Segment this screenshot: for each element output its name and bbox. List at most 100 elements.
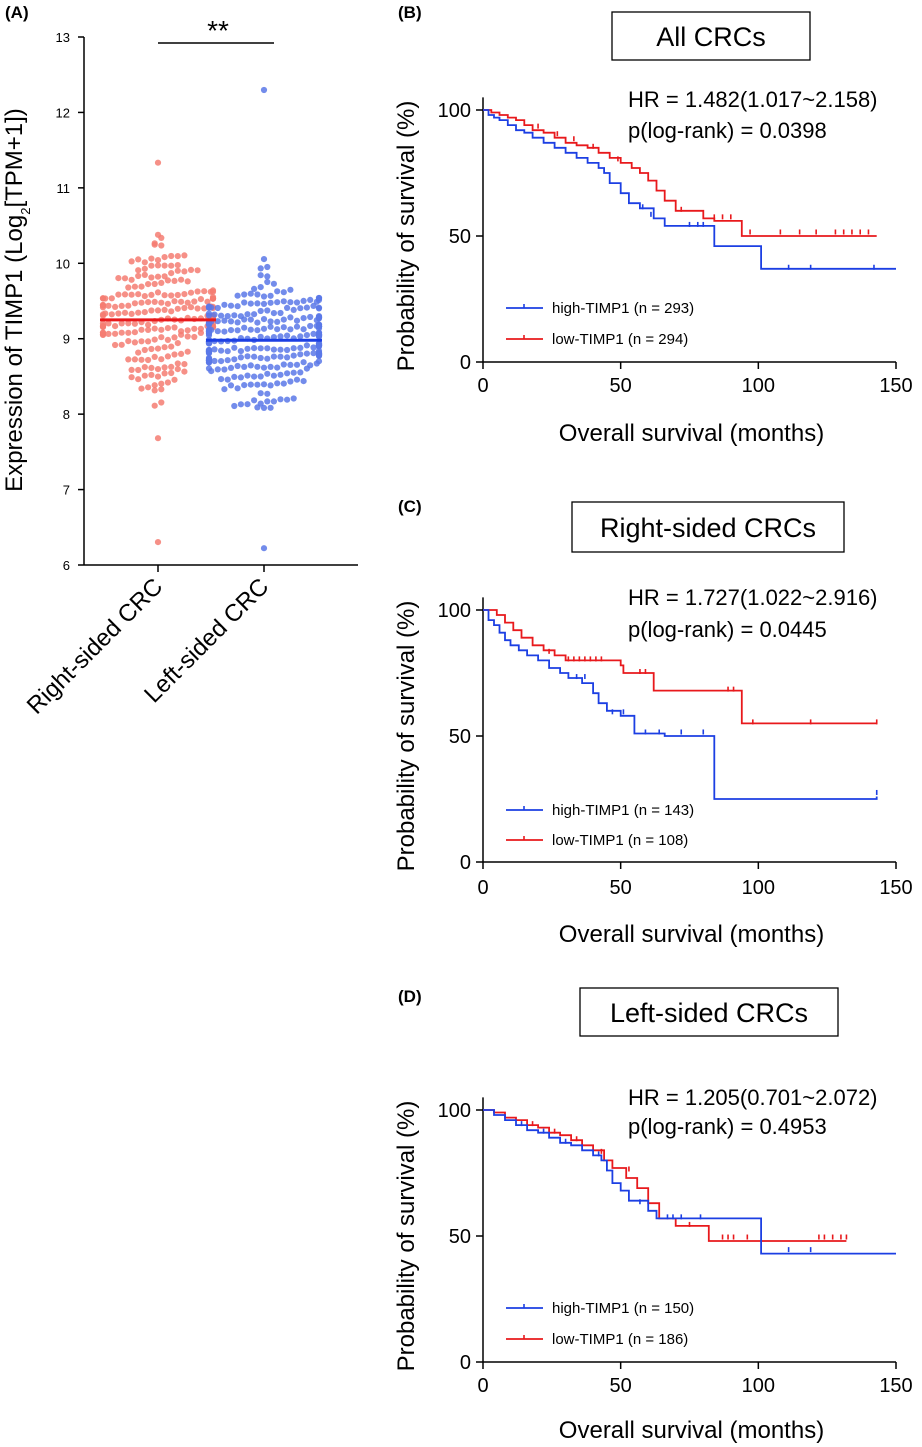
data-point <box>293 299 301 306</box>
data-point <box>158 279 165 286</box>
data-point <box>234 292 241 299</box>
data-point <box>218 347 225 354</box>
data-point <box>300 315 307 322</box>
data-point <box>131 300 138 307</box>
low-timp1-curve <box>483 109 877 237</box>
data-point <box>112 341 119 349</box>
data-point <box>168 308 175 315</box>
data-point <box>241 324 248 331</box>
x-tick-label: 150 <box>879 1375 912 1397</box>
data-point <box>224 313 231 320</box>
data-point <box>260 316 268 323</box>
data-point <box>260 364 268 371</box>
data-point <box>191 298 198 305</box>
data-point <box>237 348 244 355</box>
data-point <box>277 371 284 378</box>
data-point <box>125 356 132 363</box>
data-point <box>260 293 268 300</box>
data-point <box>267 404 274 411</box>
y-tick-label: 6 <box>63 558 70 573</box>
data-point <box>171 277 178 284</box>
title-box <box>611 11 811 61</box>
data-point <box>257 373 264 380</box>
data-point <box>244 353 251 360</box>
data-point <box>158 299 165 306</box>
data-point <box>135 272 142 280</box>
data-point <box>145 338 152 345</box>
data-point <box>184 299 191 306</box>
data-point <box>131 320 138 327</box>
data-point <box>135 309 142 316</box>
data-point <box>257 390 264 397</box>
data-point <box>218 358 225 365</box>
data-point <box>131 356 138 363</box>
data-point <box>221 301 228 308</box>
data-point <box>194 267 201 274</box>
data-point <box>237 313 244 320</box>
data-point <box>131 283 138 290</box>
data-point <box>148 371 155 378</box>
data-point <box>125 338 132 345</box>
data-point <box>158 356 165 363</box>
data-point <box>187 289 195 296</box>
data-point <box>135 376 142 383</box>
data-point <box>205 348 213 355</box>
data-point <box>231 344 238 351</box>
data-point <box>154 373 162 380</box>
data-point <box>247 326 254 333</box>
data-point <box>307 296 314 303</box>
data-point <box>168 262 175 269</box>
x-axis-label: Overall survival (months) <box>559 921 824 948</box>
data-point <box>224 376 231 383</box>
data-point <box>307 313 314 321</box>
data-point <box>148 307 155 314</box>
data-point <box>184 278 191 285</box>
data-point <box>161 306 168 313</box>
data-point <box>174 366 181 373</box>
data-point <box>224 348 231 355</box>
data-point <box>293 323 301 330</box>
data-point <box>257 333 264 340</box>
data-point <box>205 354 213 362</box>
panel-a-scatter: (A) Expression of TIMP1 (Log2[TPM+1]) 6 7… <box>1 3 358 720</box>
data-point <box>257 345 264 352</box>
data-point <box>315 358 323 365</box>
data-point <box>277 396 284 403</box>
data-point <box>181 268 188 275</box>
data-point <box>251 397 258 404</box>
data-point <box>287 286 294 293</box>
data-point <box>118 329 125 336</box>
data-point <box>158 399 165 406</box>
panel-title: Left-sided CRCs <box>610 998 808 1028</box>
data-point <box>251 311 258 318</box>
x-tick-label: 100 <box>742 877 775 899</box>
data-point <box>267 299 274 306</box>
data-point <box>145 299 152 306</box>
data-point <box>161 273 168 280</box>
data-point <box>297 333 304 340</box>
data-point <box>280 289 287 296</box>
data-point <box>260 325 268 332</box>
data-point <box>214 328 221 335</box>
data-point <box>280 361 287 368</box>
x-tick-label: 0 <box>477 375 488 397</box>
data-point <box>214 366 221 373</box>
data-point <box>187 304 195 311</box>
data-point <box>221 328 228 335</box>
data-point <box>168 252 175 260</box>
data-point <box>267 292 274 299</box>
data-point <box>254 327 261 334</box>
legend-entry: high-TIMP1 (n = 143) <box>552 802 694 819</box>
data-point <box>297 305 304 312</box>
data-point <box>214 318 221 325</box>
y-tick-label: 50 <box>449 226 471 248</box>
data-point <box>315 323 323 330</box>
y-axis-label: Probability of survival (%) <box>393 101 420 372</box>
data-point <box>297 351 304 358</box>
data-point <box>209 288 217 295</box>
data-point <box>227 364 235 371</box>
data-point <box>154 159 162 166</box>
data-point <box>128 374 135 381</box>
data-point <box>121 291 129 298</box>
data-point <box>148 364 155 371</box>
